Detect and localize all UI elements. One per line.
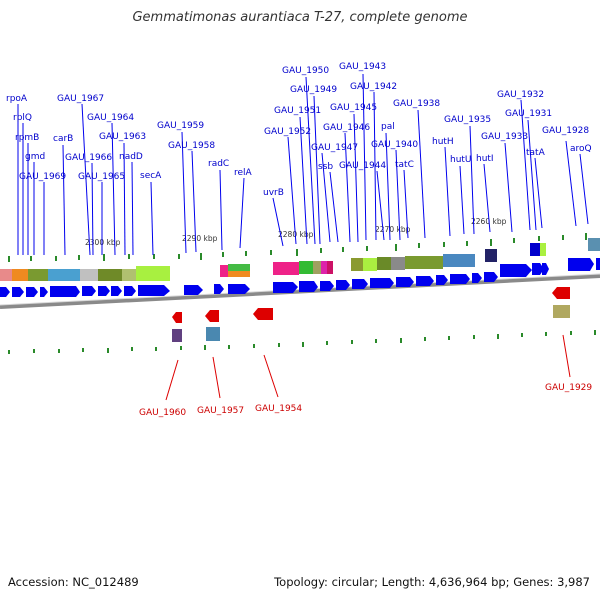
gene-label[interactable]: GAU_1951 (274, 106, 321, 116)
gene-arrow (124, 286, 136, 296)
gene-arrow (484, 272, 498, 282)
gene-arrow (568, 258, 594, 271)
scale-label: 2300 kbp (85, 238, 121, 247)
gene-label[interactable]: relA (234, 168, 253, 178)
gene-arrow (184, 285, 203, 295)
reverse-gene-track (172, 287, 570, 342)
gene-arrow (26, 287, 38, 297)
gene-label[interactable]: GAU_1931 (505, 109, 552, 119)
gene-arrow (396, 277, 414, 287)
gene-label[interactable]: tatC (395, 160, 414, 170)
gene-label[interactable]: pal (381, 122, 395, 132)
gene-arrow (228, 284, 250, 294)
gene-label[interactable]: aroQ (570, 144, 592, 154)
gene-label[interactable]: hutI (476, 154, 494, 164)
genome-title: Gemmatimonas aurantiaca T-27, complete g… (132, 10, 468, 25)
gene-label[interactable]: uvrB (263, 188, 284, 198)
gene-arrow (472, 273, 482, 283)
gene-arrow (596, 258, 600, 270)
gene-arrow (299, 281, 318, 292)
gene-arrow (82, 286, 96, 296)
gene-label[interactable]: tatA (526, 148, 546, 158)
gene-label[interactable]: hutU (450, 155, 472, 165)
gene-arrow (205, 310, 219, 322)
gene-label[interactable]: GAU_1963 (99, 132, 146, 142)
gene-label[interactable]: rpoA (6, 94, 28, 104)
gene-label[interactable]: rpmB (15, 133, 39, 143)
function-color-band (0, 238, 600, 281)
gene-label[interactable]: GAU_1966 (65, 153, 112, 163)
gene-label[interactable]: GAU_1944 (339, 161, 386, 171)
gene-arrow (138, 285, 170, 296)
gene-label[interactable]: GAU_1933 (481, 132, 528, 142)
gene-label[interactable]: secA (140, 171, 162, 181)
gene-label[interactable]: GAU_1960 (139, 408, 186, 418)
upper-scale-ticks (8, 233, 587, 262)
gene-arrow (450, 274, 470, 284)
gene-label[interactable]: GAU_1957 (197, 406, 244, 416)
gene-arrow (273, 282, 298, 293)
gene-label[interactable]: GAU_1943 (339, 62, 386, 72)
forward-gene-track (0, 258, 600, 297)
gene-arrow (542, 263, 549, 275)
gene-label[interactable]: GAU_1965 (78, 172, 125, 182)
gene-label[interactable]: GAU_1945 (330, 103, 377, 113)
scale-label: 2270 kbp (375, 225, 411, 234)
gene-label[interactable]: carB (53, 134, 73, 144)
gene-arrow (436, 275, 448, 285)
gene-arrow (172, 312, 182, 323)
gene-label[interactable]: rplQ (13, 113, 32, 123)
gene-label[interactable]: nadD (119, 152, 143, 162)
gene-arrow (40, 287, 48, 297)
gene-label[interactable]: GAU_1935 (444, 115, 491, 125)
gene-label[interactable]: ssb (318, 162, 333, 172)
gene-label[interactable]: radC (208, 159, 229, 169)
gene-arrow (111, 286, 122, 296)
forward-leader-lines (17, 73, 589, 256)
gene-label[interactable]: GAU_1947 (311, 143, 358, 153)
gene-label[interactable]: GAU_1928 (542, 126, 589, 136)
gene-label[interactable]: GAU_1952 (264, 127, 311, 137)
gene-arrow (352, 279, 368, 289)
gene-arrow (12, 287, 24, 297)
gene-label[interactable]: GAU_1950 (282, 66, 329, 76)
gene-label[interactable]: GAU_1940 (371, 140, 418, 150)
gene-arrow (214, 284, 224, 294)
gene-arrow (552, 287, 570, 299)
gene-arrow (253, 308, 273, 320)
gene-label[interactable]: GAU_1929 (545, 383, 592, 393)
topology-summary: Topology: circular; Length: 4,636,964 bp… (274, 575, 590, 589)
gene-arrow (0, 287, 10, 297)
gene-label[interactable]: GAU_1959 (157, 121, 204, 131)
reverse-leader-lines (165, 334, 571, 401)
gene-label[interactable]: hutH (432, 137, 454, 147)
gene-label[interactable]: GAU_1946 (323, 123, 370, 133)
gene-label[interactable]: gmd (25, 152, 45, 162)
gene-label[interactable]: GAU_1938 (393, 99, 440, 109)
lower-scale-ticks (8, 330, 596, 354)
accession-text: Accession: NC_012489 (8, 575, 139, 589)
gene-label[interactable]: GAU_1932 (497, 90, 544, 100)
gene-arrow (370, 278, 394, 288)
gene-label[interactable]: GAU_1964 (87, 113, 134, 123)
gene-arrow (336, 280, 350, 290)
gene-arrow (50, 286, 80, 297)
gene-arrow (320, 281, 334, 291)
gene-label[interactable]: GAU_1949 (290, 85, 337, 95)
scale-label: 2290 kbp (182, 234, 218, 243)
gene-arrow (532, 263, 544, 275)
gene-arrow (500, 264, 532, 277)
gene-label[interactable]: GAU_1942 (350, 82, 397, 92)
gene-arrow (416, 276, 434, 286)
gene-label[interactable]: GAU_1954 (255, 404, 302, 414)
gene-label[interactable]: GAU_1958 (168, 141, 215, 151)
gene-label[interactable]: GAU_1969 (19, 172, 66, 182)
gene-label[interactable]: GAU_1967 (57, 94, 104, 104)
gene-arrow (98, 286, 110, 296)
